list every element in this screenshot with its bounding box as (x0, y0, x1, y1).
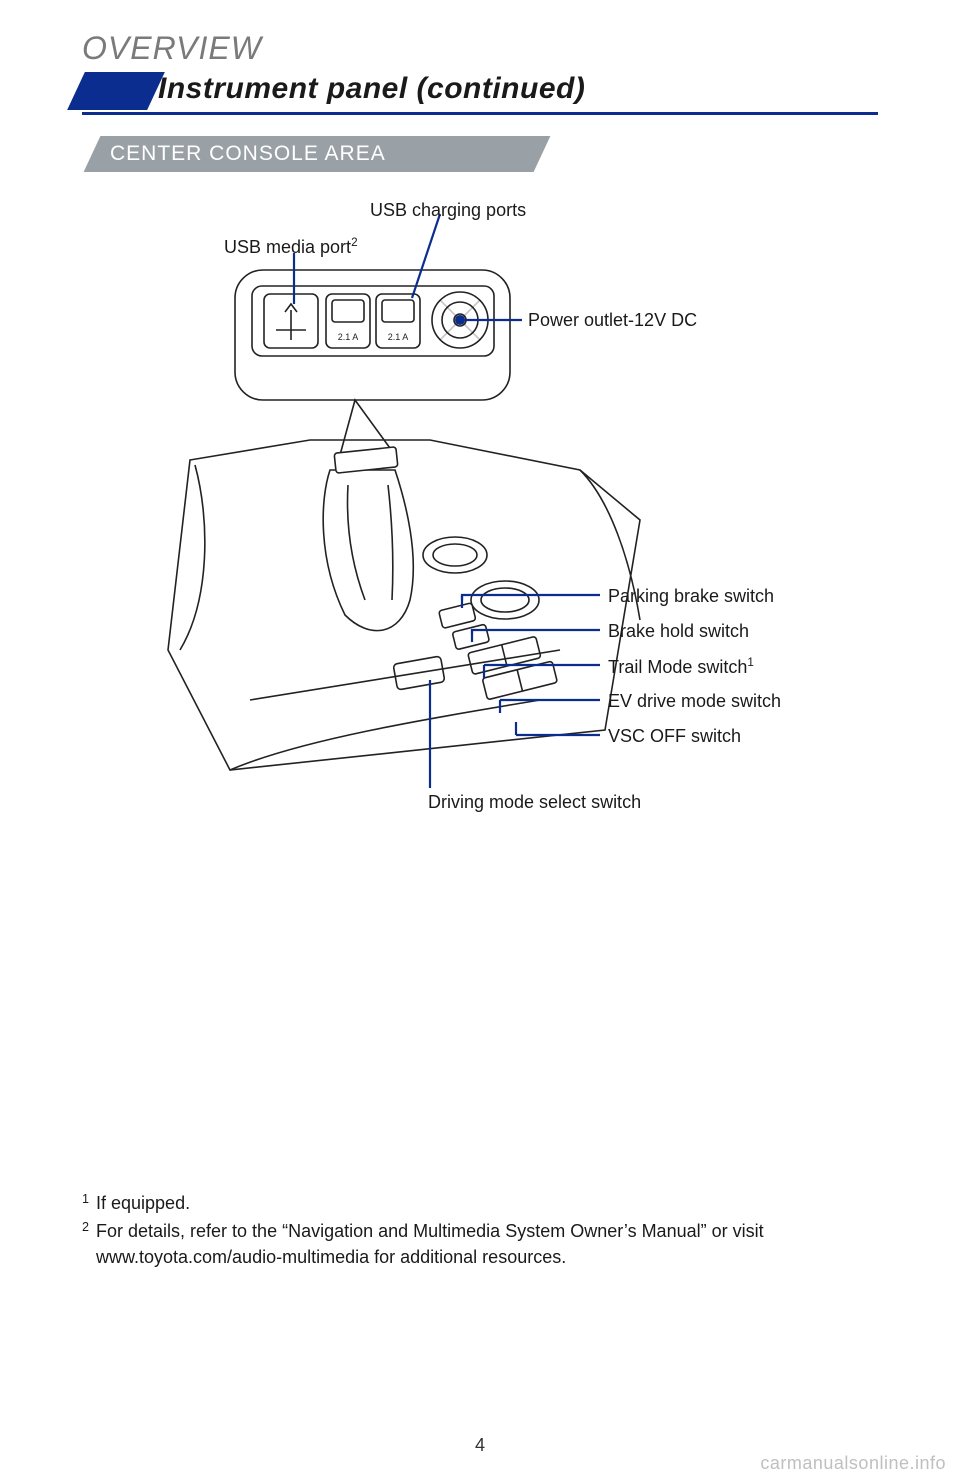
label-usb-charging: USB charging ports (370, 200, 526, 221)
label-brake-hold: Brake hold switch (608, 621, 749, 642)
label-parking-brake: Parking brake switch (608, 586, 774, 607)
center-console-diagram: 2.1 A 2.1 A (0, 0, 960, 830)
footnote-1-num: 1 (82, 1190, 92, 1216)
amp-label-2: 2.1 A (388, 332, 409, 342)
label-usb-media-sup: 2 (351, 236, 358, 249)
label-trail-mode-text: Trail Mode switch (608, 657, 747, 677)
label-usb-media: USB media port2 (224, 236, 358, 258)
footnote-2-num: 2 (82, 1218, 92, 1270)
page: OVERVIEW Instrument panel (continued) CE… (0, 0, 960, 1484)
label-usb-media-text: USB media port (224, 237, 351, 257)
watermark: carmanualsonline.info (760, 1453, 946, 1474)
label-power-outlet: Power outlet-12V DC (528, 310, 697, 331)
footnotes: 1 If equipped. 2 For details, refer to t… (82, 1190, 842, 1272)
footnote-1: 1 If equipped. (82, 1190, 842, 1216)
port-panel-zoom: 2.1 A 2.1 A (235, 270, 510, 455)
amp-label-1: 2.1 A (338, 332, 359, 342)
footnote-1-text: If equipped. (96, 1190, 190, 1216)
footnote-2-text: For details, refer to the “Navigation an… (96, 1218, 842, 1270)
footnote-2: 2 For details, refer to the “Navigation … (82, 1218, 842, 1270)
console-drawing (168, 440, 640, 770)
label-trail-mode-sup: 1 (747, 656, 754, 669)
label-driving-mode: Driving mode select switch (428, 792, 641, 813)
label-ev-drive: EV drive mode switch (608, 691, 781, 712)
label-trail-mode: Trail Mode switch1 (608, 656, 754, 678)
label-vsc-off: VSC OFF switch (608, 726, 741, 747)
